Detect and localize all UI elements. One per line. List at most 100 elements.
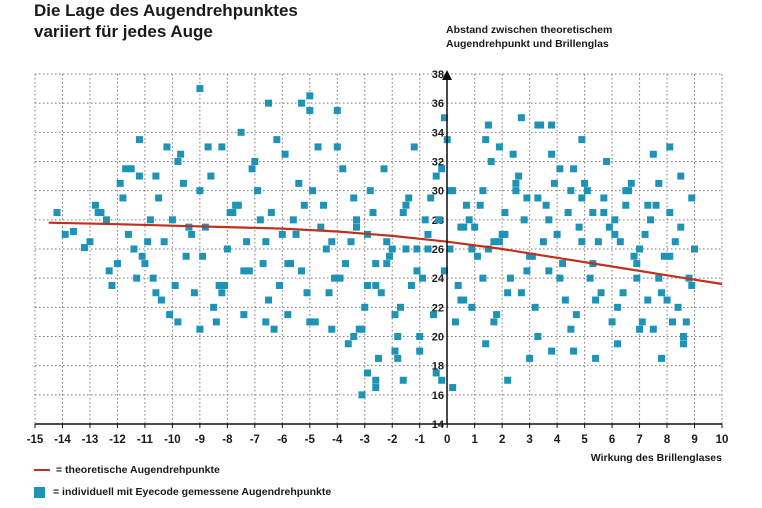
data-point	[600, 209, 608, 217]
data-point	[446, 245, 454, 253]
x-tick-label: -12	[109, 434, 126, 446]
data-point	[174, 158, 182, 165]
data-point	[490, 318, 498, 326]
chart-title-line1: Die Lage des Augendrehpunktes	[34, 1, 298, 20]
legend-label-measured: = individuell mit Eyecode gemessene Auge…	[53, 486, 332, 498]
data-point	[680, 340, 688, 348]
data-point	[364, 281, 372, 289]
data-point	[509, 150, 517, 158]
legend-item-measured: = individuell mit Eyecode gemessene Auge…	[34, 486, 331, 498]
data-point	[534, 194, 542, 202]
data-point	[251, 158, 259, 165]
data-point	[484, 121, 492, 129]
data-point	[289, 216, 297, 224]
data-point	[611, 216, 619, 224]
data-point	[166, 311, 174, 319]
data-point	[223, 245, 231, 253]
data-point	[355, 325, 363, 333]
data-point	[284, 311, 292, 319]
data-point	[372, 376, 380, 384]
data-point	[666, 143, 674, 151]
data-point	[658, 354, 666, 362]
data-point	[380, 165, 388, 173]
data-point	[559, 260, 567, 268]
y-tick-label: 14	[432, 419, 445, 431]
data-point	[465, 216, 473, 224]
data-point	[284, 260, 292, 268]
data-point	[410, 143, 418, 151]
data-point	[644, 296, 652, 304]
y-tick-label: 24	[432, 273, 445, 285]
data-point	[440, 267, 448, 275]
data-point	[468, 303, 476, 311]
data-point	[190, 289, 198, 297]
data-point	[375, 354, 382, 362]
data-point	[333, 143, 341, 151]
data-point	[306, 318, 314, 326]
data-point	[680, 333, 688, 340]
legend-square-swatch	[34, 486, 45, 498]
data-point	[298, 99, 306, 107]
data-point	[306, 92, 314, 100]
data-point	[630, 252, 638, 260]
data-point	[254, 187, 262, 195]
data-point	[281, 150, 289, 158]
data-point	[204, 143, 212, 151]
data-point	[196, 325, 204, 333]
data-point	[636, 245, 644, 253]
data-point	[600, 194, 608, 202]
data-point	[320, 201, 328, 209]
data-point	[113, 260, 121, 268]
data-point	[265, 296, 273, 304]
data-point	[212, 318, 220, 326]
data-point	[438, 376, 446, 384]
data-point	[526, 252, 534, 260]
data-point	[586, 274, 594, 282]
data-point	[479, 274, 487, 282]
data-point	[416, 333, 424, 340]
data-point	[383, 260, 391, 268]
data-point	[570, 347, 578, 355]
x-tick-label: -3	[360, 434, 370, 446]
data-point	[638, 318, 646, 326]
data-point	[372, 281, 380, 289]
data-point	[526, 354, 534, 362]
data-point	[592, 354, 600, 362]
x-tick-label: 7	[636, 434, 642, 446]
grid	[34, 73, 723, 425]
data-point	[493, 311, 501, 319]
data-point	[449, 384, 457, 392]
x-tick-label: 2	[499, 434, 505, 446]
y-axis-label-line2: Augendrehpunkt und Brillenglas	[446, 37, 609, 50]
data-point	[429, 311, 437, 319]
data-point	[358, 391, 366, 399]
data-point	[350, 333, 358, 340]
data-point	[622, 187, 630, 195]
data-point	[622, 201, 630, 209]
data-point	[570, 165, 578, 173]
data-point	[633, 274, 641, 282]
y-tick-label: 34	[432, 127, 445, 139]
data-point	[669, 318, 677, 326]
data-point	[504, 376, 512, 384]
x-axis-label: Wirkung des Brillenglases	[590, 452, 722, 464]
data-point	[416, 347, 424, 355]
data-point	[61, 230, 69, 238]
y-axis-label-line1: Abstand zwischen theoretischem	[446, 24, 613, 36]
data-point	[102, 216, 110, 224]
data-point	[435, 216, 443, 224]
data-point	[262, 238, 270, 246]
data-point	[366, 187, 374, 195]
data-point	[495, 238, 503, 246]
data-point	[652, 201, 660, 209]
x-tick-label: 1	[471, 434, 478, 446]
data-point	[300, 201, 308, 209]
data-point	[614, 340, 622, 348]
data-point	[454, 281, 462, 289]
data-point	[256, 216, 264, 224]
data-point	[168, 216, 176, 224]
tick-labels: -15 -14 -13 -12 -11 -10 -9 -8 -7 -6 -5 -4 -3 -2 -1 0 1 2 3…	[27, 69, 729, 446]
data-point	[649, 325, 657, 333]
data-point	[188, 230, 196, 238]
data-point	[446, 187, 454, 195]
